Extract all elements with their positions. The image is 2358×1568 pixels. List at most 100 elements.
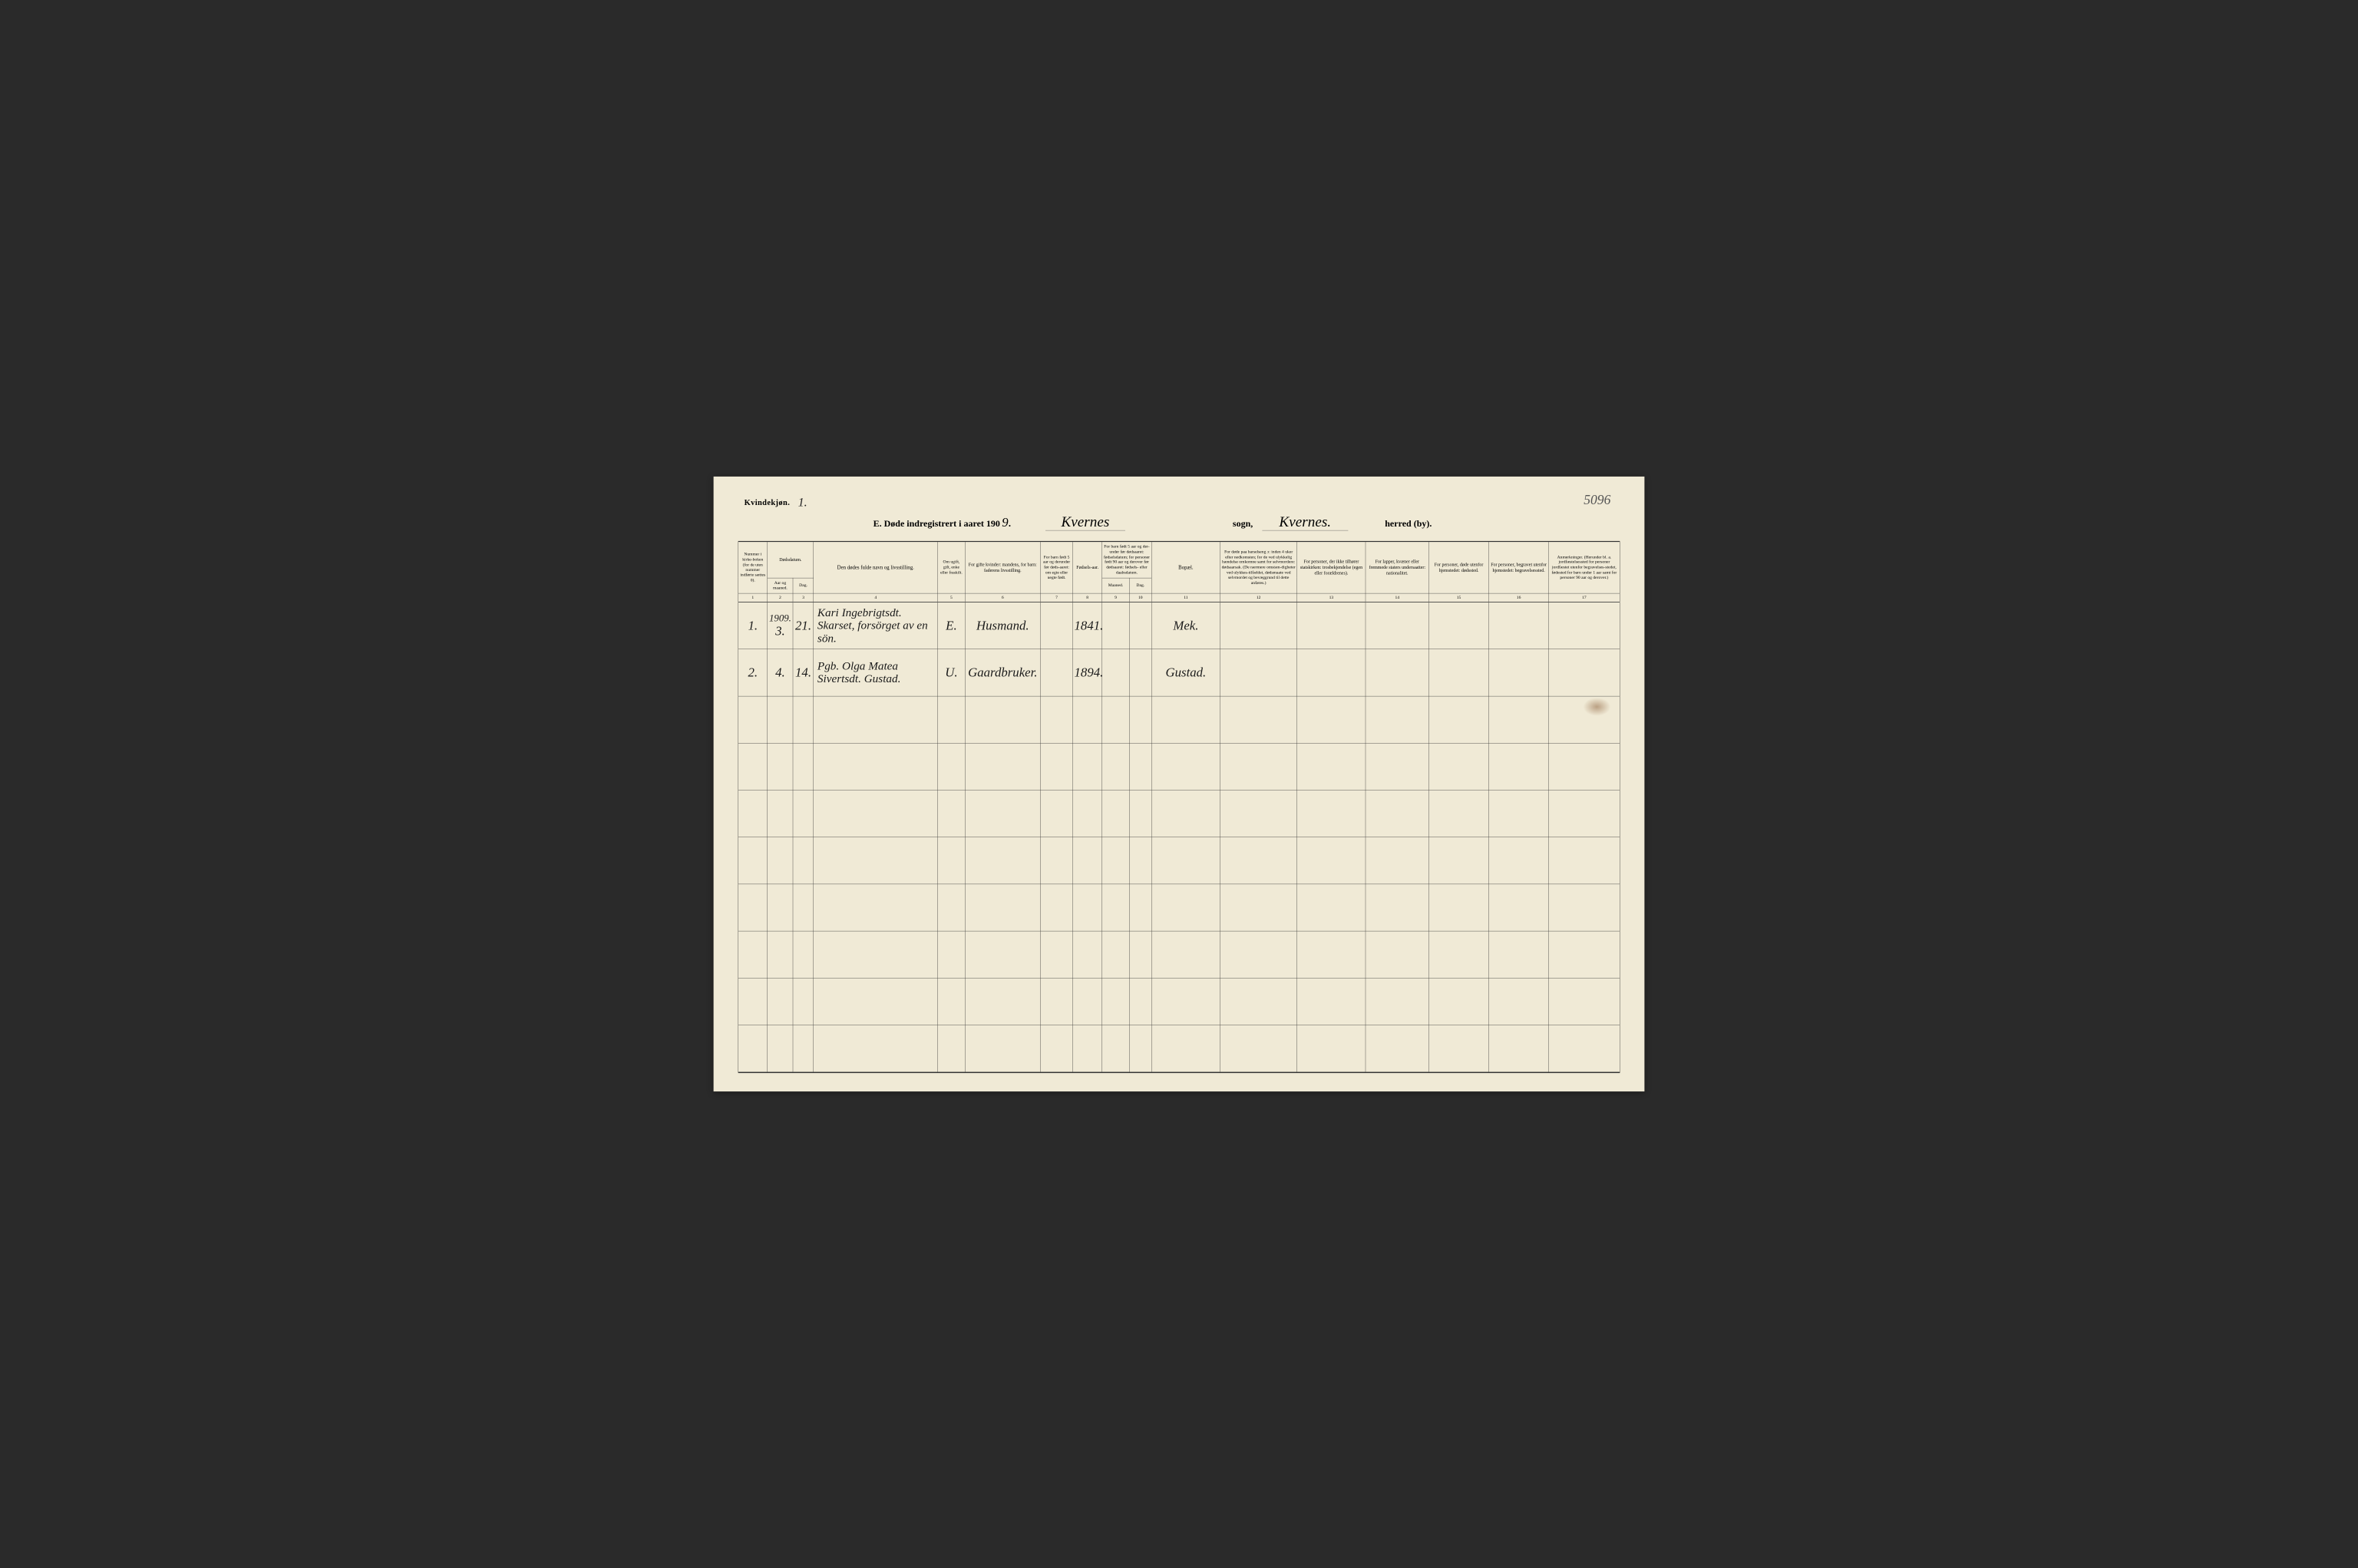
cell (1549, 602, 1620, 649)
cell: 1841. (1073, 602, 1102, 649)
page-number: 5096 (1584, 492, 1610, 507)
column-number: 4 (814, 593, 938, 602)
cell (1297, 649, 1366, 696)
table-row-empty (738, 1025, 1620, 1071)
cell-empty (965, 837, 1040, 884)
cell-empty (1297, 837, 1366, 884)
cell-empty (1489, 837, 1549, 884)
cell-empty (965, 790, 1040, 837)
cell: Gustad. (1151, 649, 1220, 696)
cell-empty (768, 790, 793, 837)
cell-empty (938, 743, 966, 790)
table-row-empty (738, 790, 1620, 837)
cell (1129, 602, 1151, 649)
cell-empty (1549, 743, 1620, 790)
cell (1040, 649, 1072, 696)
cell-empty (1220, 931, 1296, 978)
column-number: 9 (1102, 593, 1130, 602)
herred-value: Kvernes. (1262, 513, 1348, 530)
cell-empty (1489, 978, 1549, 1025)
col-14-header: For lapper, kvæner eller fremmede stater… (1366, 542, 1429, 593)
column-number: 6 (965, 593, 1040, 602)
header-row-1: Nummer i kirke-boken (for de uten nummer… (738, 542, 1620, 578)
cell-empty (1429, 884, 1489, 931)
cell-empty (1073, 884, 1102, 931)
cell-empty (1549, 790, 1620, 837)
cell-empty (738, 743, 768, 790)
sogn-value: Kvernes (1045, 513, 1125, 530)
cell-empty (1129, 931, 1151, 978)
cell-empty (965, 931, 1040, 978)
table-row-empty (738, 743, 1620, 790)
col-4-header: Den dødes fulde navn og livsstilling. (814, 542, 938, 593)
col-8-header: Fødsels-aar. (1073, 542, 1102, 593)
cell-empty (1549, 884, 1620, 931)
cell-empty (768, 884, 793, 931)
cell-empty (738, 931, 768, 978)
col-11-header: Bopæl. (1151, 542, 1220, 593)
cell-empty (768, 931, 793, 978)
col-1-header: Nummer i kirke-boken (for de uten nummer… (738, 542, 768, 593)
col-6-header: For gifte kvinder: mandens, for barn: fa… (965, 542, 1040, 593)
cell-empty (1151, 1025, 1220, 1071)
cell-empty (965, 743, 1040, 790)
cell-empty (793, 931, 814, 978)
cell-empty (1151, 978, 1220, 1025)
cell: Mek. (1151, 602, 1220, 649)
sogn-label: sogn, (1233, 519, 1253, 530)
cell-empty (1073, 931, 1102, 978)
cell-empty (1102, 837, 1130, 884)
cell-empty (1297, 743, 1366, 790)
cell (1297, 602, 1366, 649)
cell (1549, 649, 1620, 696)
cell-empty (938, 696, 966, 743)
cell: 21. (793, 602, 814, 649)
cell (1489, 649, 1549, 696)
cell-empty (1429, 978, 1489, 1025)
col-10-sub: Dag. (1129, 578, 1151, 593)
col-13-header: For personer, der ikke tilhører statskir… (1297, 542, 1366, 593)
cell-empty (1151, 743, 1220, 790)
cell-empty (1102, 696, 1130, 743)
cell: U. (938, 649, 966, 696)
cell-empty (793, 978, 814, 1025)
herred-label: herred (by). (1385, 519, 1432, 530)
cell-empty (814, 1025, 938, 1071)
cell (1489, 602, 1549, 649)
document-page: 5096 Kvindekjøn. 1. E. Døde indregistrer… (714, 477, 1645, 1091)
col-17-header: Anmerkninger. (Herunder bl. a. jordfæste… (1549, 542, 1620, 593)
column-number: 1 (738, 593, 768, 602)
table-body: 1.1909.3.21.Kari Ingebrigtsdt. Skarset, … (738, 602, 1620, 1071)
cell-empty (814, 790, 938, 837)
cell-empty (738, 837, 768, 884)
cell-empty (768, 978, 793, 1025)
table-row-empty (738, 696, 1620, 743)
cell-empty (1040, 1025, 1072, 1071)
column-number: 10 (1129, 593, 1151, 602)
column-number-row: 1234567891011121314151617 (738, 593, 1620, 602)
cell-empty (1297, 978, 1366, 1025)
cell (1429, 649, 1489, 696)
cell-empty (1549, 931, 1620, 978)
cell-empty (793, 837, 814, 884)
col-16-header: For personer, begravet utenfor hjemstede… (1489, 542, 1549, 593)
cell-empty (814, 978, 938, 1025)
table-row-empty (738, 931, 1620, 978)
cell-empty (1073, 978, 1102, 1025)
cell-empty (1040, 790, 1072, 837)
cell-empty (1102, 743, 1130, 790)
cell: 4. (768, 649, 793, 696)
cell-empty (1220, 696, 1296, 743)
cell-empty (1366, 931, 1429, 978)
cell: Gaardbruker. (965, 649, 1040, 696)
cell-empty (1073, 1025, 1102, 1071)
cell: 1894. (1073, 649, 1102, 696)
cell-empty (1129, 743, 1151, 790)
cell-empty (1129, 884, 1151, 931)
cell-empty (965, 978, 1040, 1025)
column-number: 13 (1297, 593, 1366, 602)
cell-empty (965, 884, 1040, 931)
column-number: 14 (1366, 593, 1429, 602)
cell-empty (1151, 931, 1220, 978)
cell-empty (738, 978, 768, 1025)
